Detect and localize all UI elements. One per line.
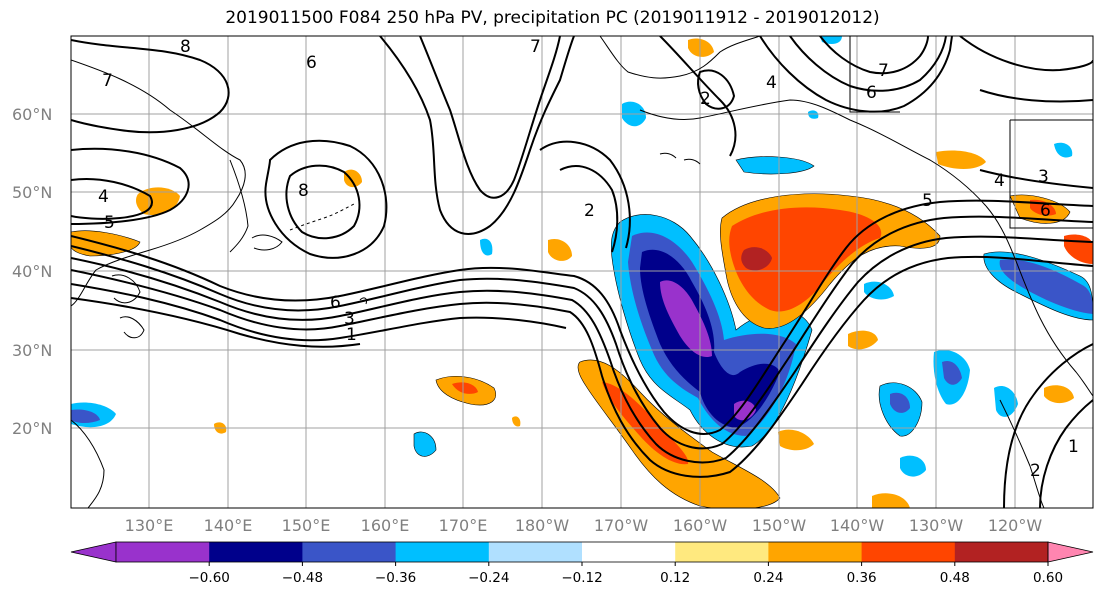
lon-label: 150°E (282, 516, 331, 535)
colorbar-bin (582, 542, 676, 562)
contour-label: 3 (1038, 167, 1049, 187)
contour-label: 7 (102, 71, 113, 91)
contour-label: 6 (1040, 201, 1051, 221)
lat-label-50n: 50°N (12, 183, 52, 202)
lat-label-30n: 30°N (12, 341, 52, 360)
lon-label: 140°W (830, 516, 885, 535)
neg-anomaly-purple (660, 280, 712, 358)
contour-label: 2 (584, 201, 595, 221)
colorbar-bin (209, 542, 303, 562)
pos-anomaly-darkred (741, 247, 772, 271)
pos-anomaly-red (729, 207, 882, 312)
lon-label: 160°W (673, 516, 728, 535)
lon-label: 180°W (515, 516, 570, 535)
colorbar-bin (768, 542, 863, 562)
lat-label-60n: 60°N (12, 105, 52, 124)
colorbar: −0.60 −0.48 −0.36 −0.24 −0.12 0.12 0.24 0.36 0.4… (70, 541, 1094, 586)
contour-label: 4 (994, 171, 1005, 191)
colorbar-tick-label: 0.12 (660, 570, 690, 586)
lon-label: 130°W (909, 516, 964, 535)
colorbar-extend-high (1047, 541, 1094, 563)
colorbar-tick-label: −0.24 (468, 570, 509, 586)
precip-anomaly-shading (71, 36, 1093, 508)
contour-label: 1 (346, 325, 357, 345)
contour-label: 3 (344, 309, 355, 329)
contour-label: 7 (878, 61, 889, 81)
contour-labels: 8 7 7 6 6 7 5 4 5 8 6 3 1 2 2 4 3 4 6 2 … (98, 37, 1079, 481)
lon-label: 120°W (988, 516, 1043, 535)
contour-label: 6 (306, 53, 317, 73)
colorbar-tick-label: −0.12 (561, 570, 602, 586)
colorbar-bin (675, 542, 769, 562)
colorbar-bin (954, 542, 1049, 562)
colorbar-tick-label: 0.48 (940, 570, 970, 586)
lon-label: 150°W (752, 516, 807, 535)
colorbar-bin (395, 542, 490, 562)
contour-label: 5 (922, 191, 933, 211)
contour-label: 1 (1068, 437, 1079, 457)
colorbar-bin (488, 542, 583, 562)
contour-label: 6 (866, 83, 877, 103)
lon-label: 130°E (125, 516, 174, 535)
contour-label: 8 (298, 181, 309, 201)
pos-anomaly-sub-red (602, 382, 689, 465)
contour-label: 7 (530, 37, 541, 57)
map-title: 2019011500 F084 250 hPa PV, precipitatio… (225, 8, 880, 28)
lon-label: 140°E (204, 516, 253, 535)
lat-label-20n: 20°N (12, 419, 52, 438)
colorbar-bin (861, 542, 956, 562)
contour-label: 2 (700, 89, 711, 109)
pv-contours (71, 36, 1093, 508)
colorbar-tick-label: 0.60 (1033, 570, 1063, 586)
contour-label: 5 (104, 213, 115, 233)
map-frame (70, 35, 1094, 509)
latitude-labels: 60°N 50°N 40°N 30°N 20°N (12, 105, 52, 438)
contour-label: 4 (98, 187, 109, 207)
colorbar-tick-label: 0.36 (847, 570, 877, 586)
contour-label: 2 (1030, 461, 1041, 481)
lat-label-40n: 40°N (12, 262, 52, 281)
lon-label: 170°E (439, 516, 488, 535)
colorbar-tick-label: 0.24 (753, 570, 783, 586)
longitude-labels: 130°E 140°E 150°E 160°E 170°E 180°W 170°… (125, 516, 1043, 535)
colorbar-bin (302, 542, 397, 562)
colorbar-tick-label: −0.48 (282, 570, 323, 586)
contour-label: 6 (330, 293, 341, 313)
colorbar-tick-label: −0.60 (189, 570, 230, 586)
lon-label: 160°E (361, 516, 410, 535)
colorbar-bin (116, 542, 210, 562)
contour-label: 4 (766, 73, 777, 93)
map-background (71, 36, 1093, 508)
contour-label: 8 (180, 37, 191, 57)
colorbar-tick-label: −0.36 (375, 570, 416, 586)
colorbar-extend-low (70, 541, 117, 563)
lon-label: 170°W (594, 516, 649, 535)
